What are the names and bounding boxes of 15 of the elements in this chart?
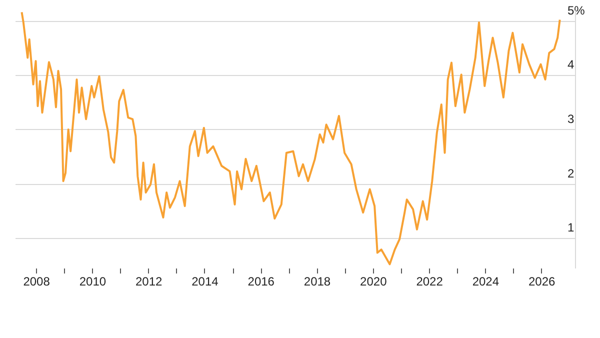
x-tick-label: 2010 [79,274,106,288]
x-tick-label: 2020 [360,274,388,288]
x-tick-label: 2016 [248,274,275,288]
x-tick-label: 2014 [192,274,219,288]
x-tick-label: 2018 [304,274,331,288]
x-tick-label: 2026 [528,274,556,288]
x-tick-label: 2008 [23,274,50,288]
x-tick-label: 2022 [416,274,444,288]
y-tick-label: 2 [568,166,574,180]
y-tick-label: 1 [568,220,574,235]
y-tick-label: 3 [568,112,574,126]
x-tick-label: 2024 [472,274,500,288]
y-tick-label: 4 [568,58,574,72]
y-tick-label: 5% [568,3,586,18]
x-tick-label: 2012 [135,274,163,288]
